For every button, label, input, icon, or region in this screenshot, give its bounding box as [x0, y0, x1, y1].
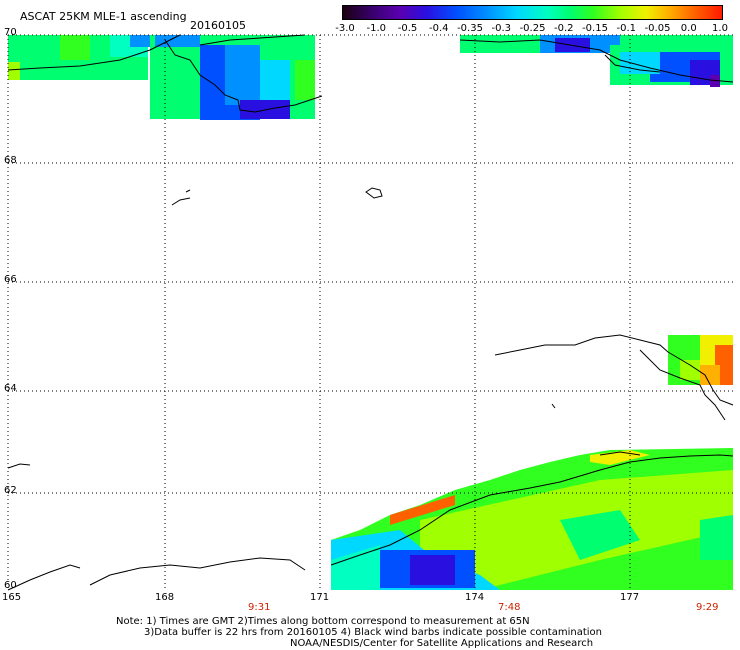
- lat-label-62: 62: [4, 485, 17, 496]
- colorbar-tick-label: -3.0: [335, 23, 355, 34]
- lat-label-70: 70: [4, 27, 17, 38]
- data-swath-top-center: [150, 35, 315, 120]
- data-swath-right-mid: [668, 335, 733, 385]
- colorbar-tick-label: -0.2: [553, 23, 574, 34]
- lon-label-165: 165: [2, 592, 22, 603]
- footer-note-2: 3)Data buffer is 22 hrs from 20160105 4)…: [144, 627, 602, 638]
- data-swath-bottom: [331, 448, 733, 590]
- colorbar-tick-label: -0.5: [397, 23, 418, 34]
- colorbar-tick-label: -0.25: [519, 23, 546, 34]
- graticule: [7, 34, 733, 590]
- colorbar-tick-label: -0.4: [428, 23, 449, 34]
- coastline: [7, 34, 734, 591]
- pass-time-1: 9:31: [248, 602, 271, 613]
- colorbar-tick-label: 0.0: [680, 23, 697, 34]
- data-swath-top-left: [8, 35, 160, 80]
- lon-label-168: 168: [155, 592, 175, 603]
- colorbar-tick-label: -0.35: [457, 23, 483, 34]
- lon-label-174: 174: [465, 592, 485, 603]
- colorbar-tick-label: -1.0: [366, 23, 387, 34]
- map-date: 20160105: [190, 19, 246, 32]
- data-swath-top-right: [460, 35, 733, 87]
- footer-credit: NOAA/NESDIS/Center for Satellite Applica…: [290, 638, 594, 649]
- colorbar-tick-label: -0.3: [491, 23, 512, 34]
- footer-note-1: Note: 1) Times are GMT 2)Times along bot…: [116, 616, 530, 627]
- colorbar: [342, 5, 723, 20]
- lat-label-68: 68: [4, 155, 17, 166]
- pass-time-2: 7:48: [498, 602, 521, 613]
- colorbar-tick-label: -0.05: [644, 23, 671, 34]
- map-title: ASCAT 25KM MLE-1 ascending: [20, 10, 187, 23]
- colorbar-tick-label: 1.0: [712, 23, 728, 34]
- colorbar-tick-label: -0.1: [616, 23, 637, 34]
- lon-label-171: 171: [310, 592, 330, 603]
- colorbar-tick-label: -0.15: [582, 23, 608, 34]
- lon-label-177: 177: [620, 592, 640, 603]
- pass-time-3: 9:29: [696, 602, 719, 613]
- lat-label-60: 60: [4, 580, 17, 591]
- lat-label-64: 64: [4, 383, 17, 394]
- lat-label-66: 66: [4, 274, 17, 285]
